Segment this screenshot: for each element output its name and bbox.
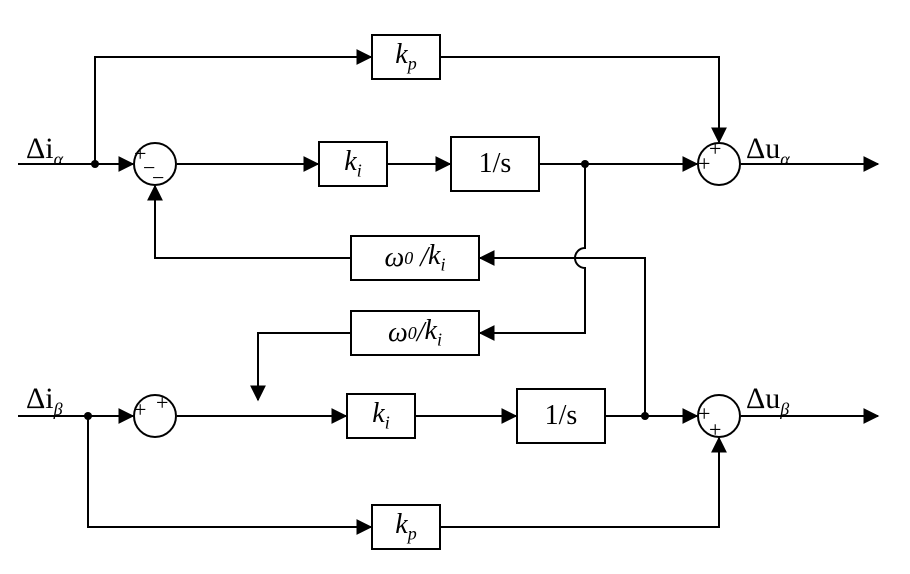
- block-int_top: 1/s: [450, 136, 540, 192]
- block-kp_bot: kp: [371, 504, 441, 550]
- wire: [88, 416, 371, 527]
- sign: −: [152, 167, 164, 189]
- sum-sum2: ++: [133, 394, 177, 438]
- tap-node: [91, 160, 99, 168]
- output-du_alpha: Δuα: [746, 132, 790, 170]
- block-diagram: kpki1/sω0 /kiω0/kiki1/skp+−−++++++ΔiαΔiβ…: [0, 0, 910, 574]
- sign: +: [709, 138, 721, 160]
- wire: [258, 333, 350, 400]
- output-du_beta: Δuβ: [746, 382, 789, 420]
- wires-layer: [0, 0, 910, 574]
- wire: [441, 57, 719, 142]
- sum-sum3: ++: [697, 142, 741, 186]
- tap-node: [84, 412, 92, 420]
- block-int_bot: 1/s: [516, 388, 606, 444]
- input-di_alpha: Δiα: [26, 132, 63, 170]
- tap-node: [641, 412, 649, 420]
- sign: +: [134, 399, 146, 421]
- sign: +: [156, 392, 168, 414]
- block-ki_top: ki: [318, 141, 388, 187]
- sign: +: [698, 153, 710, 175]
- block-w0ki_top: ω0 /ki: [350, 235, 480, 281]
- sum-sum1: +−−: [133, 142, 177, 186]
- tap-node: [581, 160, 589, 168]
- wire: [155, 186, 350, 258]
- sum-sum4: ++: [697, 394, 741, 438]
- sign: +: [709, 419, 721, 441]
- block-w0ki_bot: ω0/ki: [350, 310, 480, 356]
- block-ki_bot: ki: [346, 393, 416, 439]
- wire: [441, 438, 719, 527]
- input-di_beta: Δiβ: [26, 382, 63, 420]
- block-kp_top: kp: [371, 34, 441, 80]
